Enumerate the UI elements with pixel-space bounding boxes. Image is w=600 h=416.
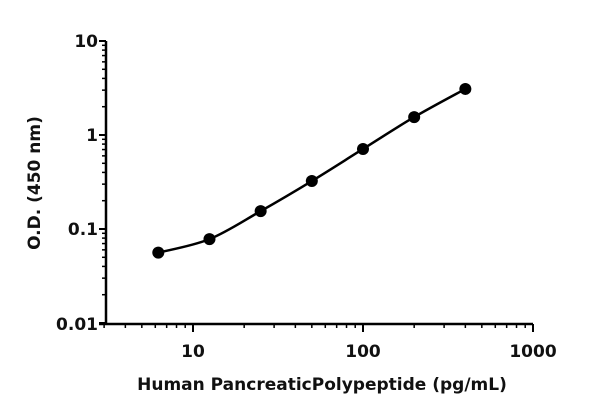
y-tick-label-0.1: 0.1 [68,220,98,240]
x-tick-label-100: 100 [345,342,381,362]
tick-labels: 10 1 0.1 0.01 10 100 1000 [56,32,557,362]
y-tick-label-1: 1 [86,126,98,146]
axes [99,40,534,332]
data-point [305,175,318,188]
data-point [203,233,216,246]
fit-curve [157,87,466,254]
data-point [459,82,472,95]
y-tick-label-0.01: 0.01 [56,315,98,335]
data-point [152,246,165,259]
y-axis-title: O.D. (450 nm) [25,116,45,250]
y-tick-label-10: 10 [74,32,98,52]
x-tick-label-10: 10 [181,342,205,362]
data-point [357,142,369,155]
data-point [408,111,421,124]
x-tick-label-1000: 1000 [509,342,556,362]
data-point [254,205,267,218]
x-axis-title: Human PancreaticPolypeptide (pg/mL) [137,375,507,395]
plot-area [152,82,472,259]
